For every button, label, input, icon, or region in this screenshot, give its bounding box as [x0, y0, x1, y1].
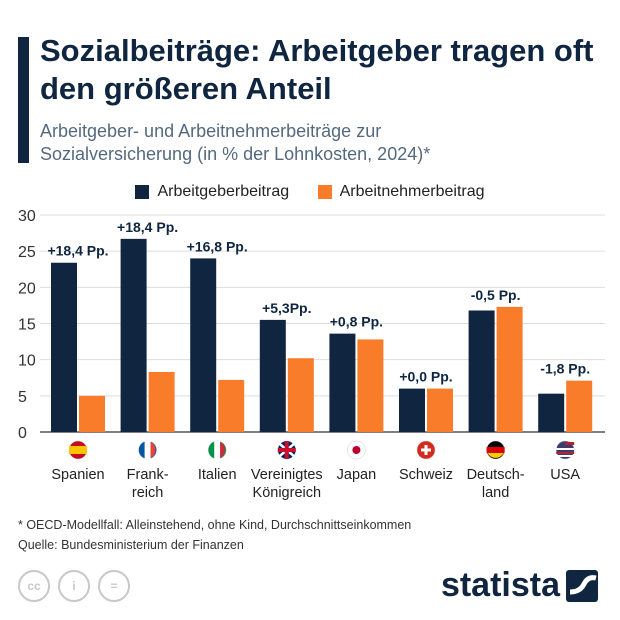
- y-tick-label: 25: [18, 244, 36, 261]
- bar-employee: [79, 395, 105, 432]
- bar-employer: [538, 393, 565, 432]
- subtitle-line-2: Sozialversicherung (in % der Lohnkosten,…: [40, 144, 431, 164]
- bar-employer: [468, 310, 495, 432]
- bar-employer: [329, 333, 356, 432]
- chart-subtitle: Arbeitgeber- und Arbeitnehmerbeiträge zu…: [40, 120, 430, 166]
- category-label: Königreich: [253, 485, 322, 501]
- category-label: reich: [132, 485, 163, 501]
- difference-label: +18,4 Pp.: [47, 243, 108, 259]
- difference-label: +18,4 Pp.: [117, 219, 178, 235]
- difference-label: +5,3Pp.: [262, 300, 311, 316]
- category-label: USA: [550, 467, 580, 483]
- bar-employer: [51, 262, 77, 432]
- chart-title: Sozialbeiträge: Arbeitgeber tragen oft d…: [40, 33, 594, 106]
- license-icons: cc i =: [18, 570, 130, 602]
- bar-employer: [190, 258, 217, 432]
- difference-label: +0,8 Pp.: [330, 314, 383, 330]
- bar-employee: [496, 306, 523, 432]
- category-label: Frank-: [127, 467, 169, 483]
- germany-flag-icon: [486, 440, 505, 460]
- bar-employee: [566, 380, 593, 432]
- italy-flag-icon: [207, 440, 227, 460]
- footer-notes: * OECD-Modellfall: Alleinstehend, ohne K…: [18, 515, 411, 555]
- uk-flag-icon: [277, 440, 297, 460]
- title-accent-bar: [18, 37, 29, 163]
- subtitle-line-1: Arbeitgeber- und Arbeitnehmerbeiträge zu…: [40, 121, 382, 141]
- difference-label: -0,5 Pp.: [471, 287, 521, 303]
- spain-flag-icon: [68, 440, 88, 460]
- category-label: Spanien: [51, 467, 104, 483]
- category-label: land: [482, 485, 509, 501]
- statista-logo-icon: [566, 569, 598, 602]
- legend-swatch-employee: [317, 185, 332, 199]
- japan-flag-icon: [347, 440, 366, 460]
- bar-employer: [399, 388, 425, 432]
- cc-icon: cc: [18, 570, 50, 602]
- legend-label-employer: Arbeitgeberbeitrag: [157, 183, 290, 200]
- y-tick-label: 5: [18, 389, 27, 406]
- brand-name: statista: [440, 566, 560, 604]
- y-tick-label: 20: [18, 280, 36, 297]
- category-label: Vereinigtes: [251, 467, 323, 483]
- usa-flag-icon: [555, 440, 575, 460]
- bar-employee: [357, 339, 384, 432]
- category-label: Italien: [198, 467, 237, 483]
- switzerland-flag-icon: [416, 440, 436, 460]
- france-flag-icon: [138, 440, 157, 460]
- bar-employee: [427, 388, 453, 432]
- bar-employee: [287, 358, 314, 432]
- legend-label-employee: Arbeitnehmerbeitrag: [339, 183, 485, 200]
- legend: Arbeitgeberbeitrag Arbeitnehmerbeitrag: [0, 183, 620, 204]
- y-tick-label: 0: [18, 425, 27, 442]
- bar-employee: [218, 379, 245, 432]
- legend-employer: Arbeitgeberbeitrag: [135, 183, 289, 201]
- legend-employee: Arbeitnehmerbeitrag: [317, 183, 485, 201]
- category-label: Schweiz: [399, 467, 453, 483]
- bar-employer: [259, 319, 286, 432]
- statista-logo: statista: [441, 566, 598, 605]
- legend-swatch-employer: [135, 185, 150, 199]
- difference-label: +0,0 Pp.: [399, 369, 452, 385]
- y-tick-label: 15: [18, 317, 36, 334]
- category-label: Japan: [337, 467, 377, 483]
- bar-employer: [120, 238, 147, 432]
- difference-label: -1,8 Pp.: [540, 361, 590, 377]
- source: Quelle: Bundesministerium der Finanzen: [18, 538, 244, 552]
- no-derivatives-icon: =: [98, 570, 130, 602]
- footnote: * OECD-Modellfall: Alleinstehend, ohne K…: [18, 518, 412, 532]
- bar-employee: [148, 371, 175, 432]
- y-tick-label: 10: [18, 353, 36, 370]
- difference-label: +16,8 Pp.: [187, 238, 248, 254]
- y-tick-label: 30: [18, 208, 36, 225]
- attribution-icon: i: [58, 570, 90, 602]
- category-label: Deutsch-: [467, 467, 525, 483]
